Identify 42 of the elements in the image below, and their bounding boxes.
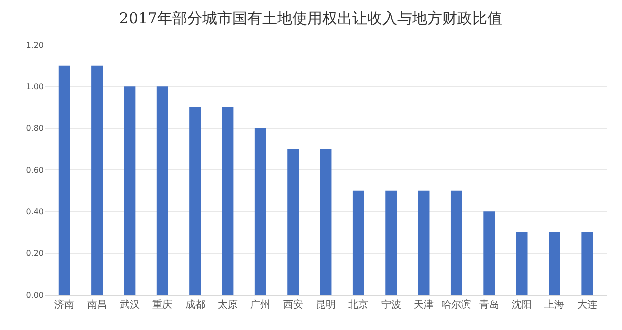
bar <box>320 149 332 295</box>
x-tick-label: 大连 <box>577 299 598 311</box>
x-tick-label: 广州 <box>250 299 271 311</box>
chart-title: 2017年部分城市国有土地使用权出让收入与地方财政比值 <box>119 10 503 28</box>
bar <box>156 86 168 295</box>
y-tick-label: 0.00 <box>26 290 44 300</box>
bar <box>516 232 528 295</box>
x-tick-label: 济南 <box>54 299 75 311</box>
bar <box>288 149 300 295</box>
bar <box>582 232 594 295</box>
x-tick-label: 北京 <box>348 299 369 311</box>
x-tick-label: 昆明 <box>316 300 336 311</box>
x-tick-label: 沈阳 <box>512 299 532 311</box>
bar <box>222 108 234 295</box>
bar <box>124 86 136 295</box>
bar <box>484 212 496 295</box>
x-tick-label: 宁波 <box>381 299 402 311</box>
bar <box>450 190 462 295</box>
x-tick-label: 太原 <box>218 299 238 311</box>
x-tick-label: 哈尔滨 <box>442 299 472 311</box>
bar <box>92 66 103 295</box>
bar <box>190 108 202 295</box>
bar <box>418 190 430 295</box>
x-tick-label: 天津 <box>414 299 434 311</box>
bar <box>58 66 70 295</box>
y-tick-label: 0.20 <box>26 249 44 258</box>
x-tick-label: 南昌 <box>87 299 108 311</box>
y-tick-label: 0.40 <box>26 207 44 216</box>
x-tick-label: 西安 <box>283 299 304 311</box>
bar <box>549 232 560 295</box>
x-tick-label: 重庆 <box>152 299 173 311</box>
y-tick-label: 1.00 <box>26 82 44 92</box>
x-tick-label: 青岛 <box>479 299 500 311</box>
bar <box>352 190 364 295</box>
bar <box>386 190 398 295</box>
y-tick-label: 0.60 <box>26 166 44 175</box>
x-tick-label: 武汉 <box>120 299 140 311</box>
x-tick-label: 成都 <box>185 299 206 311</box>
bar <box>254 128 266 295</box>
y-tick-label: 1.20 <box>26 40 44 50</box>
y-tick-label: 0.80 <box>26 124 44 134</box>
x-tick-label: 上海 <box>544 299 565 311</box>
